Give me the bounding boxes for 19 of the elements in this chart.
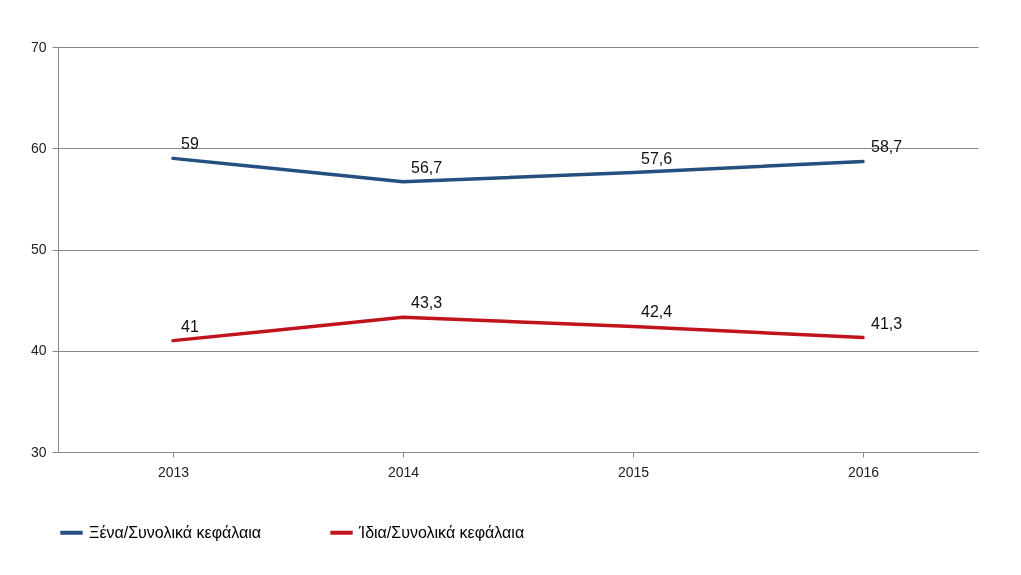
data-label: 56,7 <box>411 158 443 176</box>
data-label: 43,3 <box>411 294 443 312</box>
data-label: 59 <box>181 135 199 153</box>
data-label: 57,6 <box>641 149 673 167</box>
x-tick-label: 2013 <box>157 463 190 480</box>
y-tick-label: 70 <box>30 38 47 55</box>
data-label: 41 <box>181 317 199 335</box>
y-tick-label: 50 <box>30 241 47 257</box>
legend-label: Ίδια/Συνολικά κεφάλαια <box>358 523 525 541</box>
x-tick-label: 2014 <box>387 463 420 480</box>
y-tick-label: 60 <box>30 139 47 156</box>
y-tick-label: 40 <box>30 342 47 359</box>
x-tick-label: 2016 <box>847 463 880 480</box>
data-label: 42,4 <box>641 303 673 321</box>
x-tick-label: 2015 <box>617 463 650 480</box>
y-tick-label: 30 <box>30 443 47 460</box>
legend-label: Ξένα/Συνολικά κεφάλαια <box>89 523 262 541</box>
data-label: 58,7 <box>871 138 903 156</box>
data-label: 41,3 <box>871 314 903 332</box>
